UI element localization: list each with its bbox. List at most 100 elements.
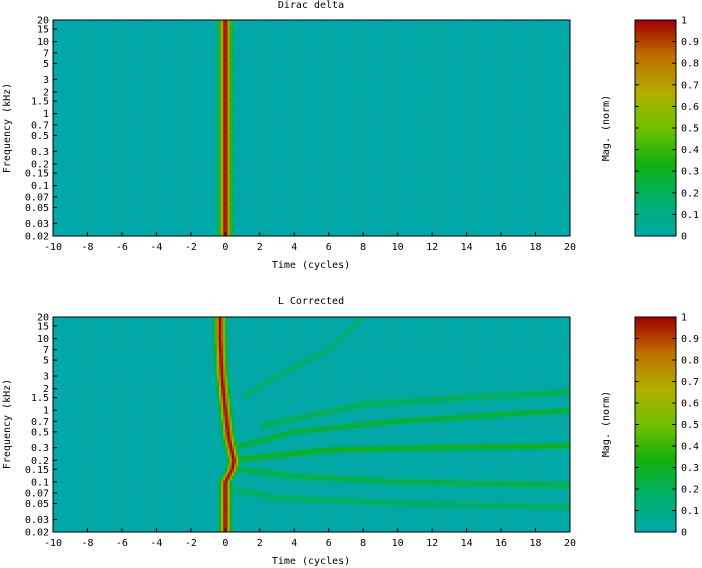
heatmap-cell: [216, 56, 220, 59]
heatmap-cell: [335, 408, 338, 411]
heatmap-cell: [408, 404, 411, 407]
heatmap-cell: [371, 400, 375, 403]
heatmap-cell: [216, 234, 220, 237]
heatmap-cell: [492, 418, 495, 421]
heatmap-cell: [264, 456, 267, 459]
heatmap-cell: [296, 474, 299, 477]
heatmap-cell: [233, 216, 237, 219]
heatmap-cell: [326, 350, 330, 354]
heatmap-cell: [376, 478, 379, 481]
heatmap-cell: [223, 342, 226, 346]
chart-1-y-axis-label: Frequency (kHz): [2, 83, 13, 173]
heatmap-cell: [242, 398, 246, 402]
heatmap-cell: [221, 342, 224, 346]
heatmap-cell: [216, 68, 220, 71]
heatmap-cell: [475, 444, 478, 447]
heatmap-cell: [298, 416, 302, 419]
heatmap-cell: [522, 398, 526, 402]
heatmap-cell: [223, 398, 226, 402]
heatmap-cell: [227, 416, 231, 419]
heatmap-cell: [485, 392, 489, 396]
heatmap-cell: [509, 390, 513, 394]
heatmap-cell: [367, 482, 371, 485]
heatmap-cell: [404, 396, 407, 400]
heatmap-cell: [408, 402, 411, 405]
heatmap-cell: [285, 428, 289, 431]
heatmap-cell: [221, 204, 224, 207]
heatmap-cell: [391, 418, 394, 421]
heatmap-cell: [567, 408, 571, 411]
heatmap-cell: [382, 476, 386, 479]
heatmap-cell: [546, 388, 549, 392]
heatmap-cell: [326, 430, 330, 433]
heatmap-cell: [503, 444, 506, 447]
heatmap-cell: [328, 444, 332, 447]
heatmap-cell: [554, 390, 558, 394]
heatmap-cell: [509, 394, 513, 398]
heatmap-cell: [425, 418, 429, 421]
heatmap-cell: [294, 478, 297, 481]
heatmap-cell: [442, 442, 446, 445]
heatmap-cell: [429, 420, 433, 423]
heatmap-cell: [384, 448, 388, 451]
heatmap-cell: [264, 436, 267, 439]
heatmap-cell: [309, 454, 312, 457]
heatmap-cell: [281, 452, 284, 455]
heatmap-cell: [417, 478, 420, 481]
heatmap-cell: [425, 450, 429, 453]
heatmap-cell: [216, 230, 220, 233]
heatmap-cell: [449, 392, 452, 396]
heatmap-cell: [412, 482, 416, 485]
heatmap-cell: [221, 446, 224, 449]
heatmap-cell: [242, 470, 246, 473]
heatmap-cell: [216, 214, 220, 217]
heatmap-cell: [227, 360, 231, 364]
heatmap-cell: [212, 366, 215, 370]
heatmap-cell: [483, 410, 487, 413]
heatmap-cell: [445, 450, 448, 453]
heatmap-cell: [503, 480, 506, 483]
heatmap-cell: [270, 440, 274, 443]
heatmap-cell: [221, 128, 224, 131]
heatmap-cell: [307, 474, 310, 477]
heatmap-cell: [542, 396, 545, 400]
heatmap-cell: [335, 430, 338, 433]
heatmap-cell: [279, 376, 282, 380]
heatmap-cell: [227, 368, 231, 372]
heatmap-cell: [563, 440, 567, 443]
heatmap-cell: [451, 416, 455, 419]
heatmap-cell: [552, 410, 556, 413]
heatmap-cell: [496, 412, 500, 415]
heatmap-cell: [518, 408, 521, 411]
heatmap-cell: [516, 442, 519, 445]
heatmap-cell: [223, 474, 226, 477]
heatmap-cell: [233, 220, 237, 223]
heatmap-cell: [279, 476, 282, 479]
heatmap-cell: [212, 324, 215, 328]
heatmap-cell: [272, 376, 276, 380]
heatmap-cell: [281, 418, 284, 421]
heatmap-cell: [350, 324, 353, 328]
heatmap-cell: [218, 482, 222, 485]
heatmap-cell: [233, 202, 237, 205]
heatmap-cell: [223, 90, 226, 93]
heatmap-cell: [214, 332, 218, 336]
heatmap-cell: [557, 410, 560, 413]
heatmap-cell: [442, 420, 446, 423]
heatmap-cell: [485, 418, 489, 421]
heatmap-cell: [210, 330, 213, 334]
heatmap-cell: [305, 474, 308, 477]
heatmap-cell: [457, 482, 461, 485]
heatmap-cell: [464, 414, 467, 417]
heatmap-cell: [259, 470, 263, 473]
heatmap-cell: [233, 210, 237, 213]
heatmap-cell: [384, 400, 388, 403]
x-tick-label: 0: [222, 242, 228, 253]
heatmap-cell: [236, 456, 239, 459]
heatmap-cell: [511, 396, 515, 400]
heatmap-cell: [509, 412, 513, 415]
heatmap-cell: [399, 450, 403, 453]
heatmap-cell: [537, 392, 541, 396]
heatmap-cell: [363, 478, 366, 481]
heatmap-cell: [442, 478, 446, 481]
